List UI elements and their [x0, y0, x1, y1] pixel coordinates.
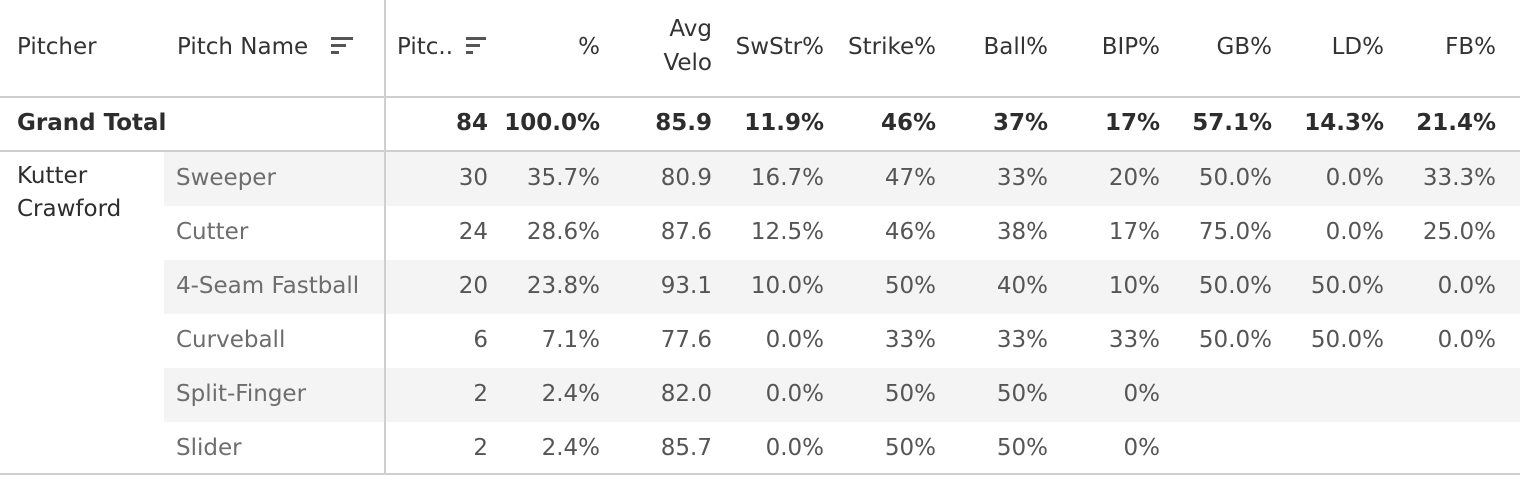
strike-cell: 50% [884, 273, 936, 299]
bip-cell: 20% [1108, 165, 1160, 191]
grand-total-pct: 100.0% [504, 110, 600, 136]
grand-total-fb: 21.4% [1416, 110, 1496, 136]
col-header-ld[interactable]: LD% [1331, 34, 1384, 60]
ball-cell: 38% [996, 219, 1048, 245]
pitch-name-cell: Sweeper [176, 165, 276, 191]
sort-descending-icon[interactable] [331, 37, 353, 57]
swstr-cell: 12.5% [750, 219, 824, 245]
grand-total-swstr: 11.9% [744, 110, 824, 136]
ld-cell: 0.0% [1325, 165, 1384, 191]
col-header-ball[interactable]: Ball% [983, 34, 1048, 60]
bip-cell: 0% [1123, 381, 1161, 407]
pitch-name-cell: 4-Seam Fastball [176, 273, 360, 299]
pct-cell: 28.6% [526, 219, 600, 245]
table-row[interactable]: Sweeper 30 35.7% 80.9 16.7% 47% 33% 20% … [164, 152, 1520, 206]
ball-cell: 50% [996, 381, 1048, 407]
ld-cell: 0.0% [1325, 219, 1384, 245]
strike-cell: 46% [884, 219, 936, 245]
grand-total-bip: 17% [1104, 110, 1160, 136]
fb-cell: 0.0% [1437, 273, 1496, 299]
grand-total-avg-velo: 85.9 [655, 110, 712, 136]
col-header-pitch-name[interactable]: Pitch Name [177, 34, 309, 60]
col-header-avg-velo-line2[interactable]: Velo [663, 50, 712, 76]
gb-cell: 50.0% [1198, 165, 1272, 191]
grand-total-label: Grand Total [17, 110, 167, 136]
col-header-bip[interactable]: BIP% [1101, 34, 1160, 60]
grand-total-gb: 57.1% [1192, 110, 1272, 136]
ld-cell: 50.0% [1310, 273, 1384, 299]
strike-cell: 33% [884, 327, 936, 353]
col-header-pitches[interactable]: Pitc.. [397, 34, 454, 60]
pitches-cell: 2 [473, 381, 488, 407]
fb-cell: 25.0% [1422, 219, 1496, 245]
grand-total-strike: 46% [880, 110, 936, 136]
table-row[interactable]: Split-Finger 2 2.4% 82.0 0.0% 50% 50% 0% [164, 368, 1520, 422]
ld-cell: 50.0% [1310, 327, 1384, 353]
swstr-cell: 0.0% [765, 435, 824, 461]
swstr-cell: 0.0% [765, 381, 824, 407]
swstr-cell: 16.7% [750, 165, 824, 191]
grand-total-pitches: 84 [455, 110, 488, 136]
column-divider [384, 0, 386, 474]
pct-cell: 2.4% [541, 381, 600, 407]
strike-cell: 50% [884, 435, 936, 461]
avg-velo-cell: 82.0 [660, 381, 712, 407]
grand-total-ld: 14.3% [1304, 110, 1384, 136]
bip-cell: 0% [1123, 435, 1161, 461]
gb-cell: 50.0% [1198, 327, 1272, 353]
grand-total-ball: 37% [992, 110, 1048, 136]
pitcher-first-name: Kutter [17, 163, 88, 189]
avg-velo-cell: 87.6 [660, 219, 712, 245]
swstr-cell: 0.0% [765, 327, 824, 353]
bip-cell: 10% [1108, 273, 1160, 299]
avg-velo-cell: 80.9 [660, 165, 712, 191]
sort-descending-icon[interactable] [466, 37, 488, 57]
table-row[interactable]: Curveball 6 7.1% 77.6 0.0% 33% 33% 33% 5… [164, 314, 1520, 368]
col-header-avg-velo-line1[interactable]: Avg [669, 16, 712, 42]
col-header-strike[interactable]: Strike% [848, 34, 936, 60]
bip-cell: 17% [1108, 219, 1160, 245]
pct-cell: 2.4% [541, 435, 600, 461]
fb-cell: 0.0% [1437, 327, 1496, 353]
pct-cell: 7.1% [541, 327, 600, 353]
ball-cell: 33% [996, 327, 1048, 353]
table-row[interactable]: Cutter 24 28.6% 87.6 12.5% 46% 38% 17% 7… [164, 206, 1520, 260]
col-header-fb[interactable]: FB% [1445, 34, 1496, 60]
avg-velo-cell: 77.6 [660, 327, 712, 353]
col-header-swstr[interactable]: SwStr% [735, 34, 824, 60]
pitch-name-cell: Slider [176, 435, 242, 461]
table-header: Pitcher Pitch Name Pitc.. % Avg Velo SwS… [0, 0, 1520, 98]
strike-cell: 50% [884, 381, 936, 407]
ball-cell: 40% [996, 273, 1048, 299]
avg-velo-cell: 93.1 [660, 273, 712, 299]
pitch-name-cell: Cutter [176, 219, 249, 245]
pitches-cell: 24 [458, 219, 488, 245]
strike-cell: 47% [884, 165, 936, 191]
pitches-cell: 30 [458, 165, 488, 191]
table-bottom-border [0, 473, 1520, 475]
fb-cell: 33.3% [1422, 165, 1496, 191]
table-row[interactable]: Slider 2 2.4% 85.7 0.0% 50% 50% 0% [164, 422, 1520, 476]
pitches-cell: 6 [473, 327, 488, 353]
pitch-name-cell: Split-Finger [176, 381, 307, 407]
ball-cell: 33% [996, 165, 1048, 191]
avg-velo-cell: 85.7 [660, 435, 712, 461]
pitcher-last-name: Crawford [17, 196, 122, 222]
ball-cell: 50% [996, 435, 1048, 461]
pct-cell: 23.8% [526, 273, 600, 299]
col-header-pct[interactable]: % [578, 34, 600, 60]
pitches-cell: 2 [473, 435, 488, 461]
col-header-gb[interactable]: GB% [1216, 34, 1272, 60]
col-header-pitcher[interactable]: Pitcher [17, 34, 97, 60]
swstr-cell: 10.0% [750, 273, 824, 299]
pitches-cell: 20 [458, 273, 488, 299]
gb-cell: 50.0% [1198, 273, 1272, 299]
table-row[interactable]: 4-Seam Fastball 20 23.8% 93.1 10.0% 50% … [164, 260, 1520, 314]
pct-cell: 35.7% [526, 165, 600, 191]
pitcher-name[interactable]: Kutter Crawford [17, 160, 121, 226]
pitch-name-cell: Curveball [176, 327, 286, 353]
bip-cell: 33% [1108, 327, 1160, 353]
gb-cell: 75.0% [1198, 219, 1272, 245]
grand-total-row[interactable]: Grand Total 84 100.0% 85.9 11.9% 46% 37%… [0, 98, 1520, 152]
